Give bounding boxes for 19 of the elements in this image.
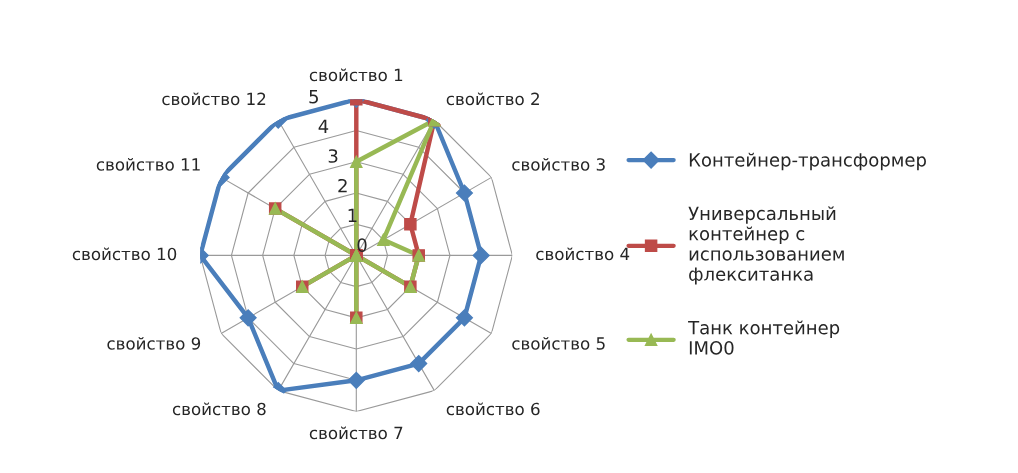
spoke-label: свойство 3 [512,157,605,171]
spoke-label: свойство 11 [96,157,200,171]
spoke-label: свойство 2 [446,92,539,106]
spoke-label: свойство 7 [309,426,403,440]
spoke-label: свойство 9 [107,336,201,350]
y-tick-label: 5 [309,90,318,104]
legend-label: Контейнер-трансформер [689,152,926,171]
spoke-label: свойство 1 [309,68,403,82]
spoke-label: свойство 10 [72,247,177,261]
spoke-label: свойство 5 [512,336,605,350]
spoke-label: свойство 12 [162,92,266,106]
legend-label: Универсальный контейнер с использованием флекситанка [688,206,844,285]
spoke-label: свойство 8 [172,402,266,416]
y-tick-label: 2 [338,178,347,193]
spoke-label: свойство 4 [536,247,630,261]
legend-label: Танк контейнер IMO0 [688,320,840,355]
y-tick-label: 3 [328,149,338,163]
y-tick-label: 4 [318,119,329,133]
spoke-label: свойство 6 [446,402,540,416]
